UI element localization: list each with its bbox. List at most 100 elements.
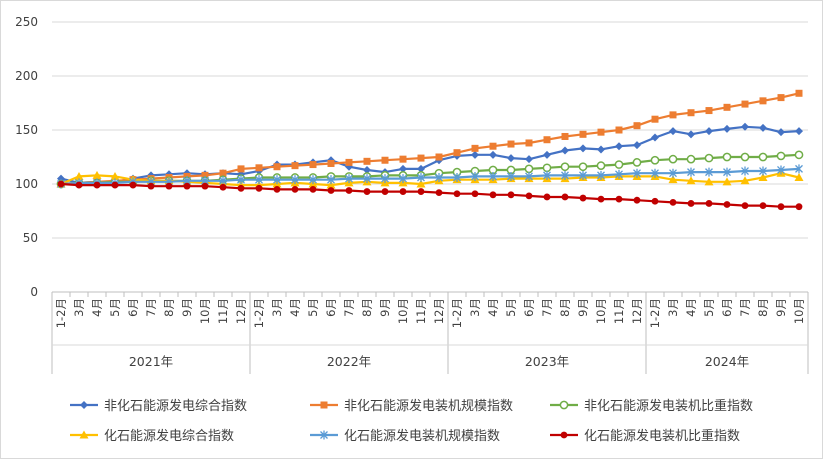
data-point [165, 182, 173, 190]
data-point [740, 176, 750, 185]
y-tick-label: 0 [30, 285, 38, 299]
data-point [633, 196, 641, 204]
data-point [291, 186, 299, 193]
x-tick-label: 3月 [666, 298, 680, 317]
data-point [777, 165, 785, 175]
x-tick-label: 7月 [738, 298, 752, 317]
x-tick-label: 9月 [180, 298, 194, 317]
data-point [651, 115, 659, 123]
x-tick-label: 1-2月 [54, 298, 68, 328]
data-point [596, 161, 606, 170]
legend-item: 化石能源发电综合指数 [70, 428, 234, 444]
data-point [417, 173, 425, 183]
data-point [507, 191, 515, 199]
data-point [489, 171, 497, 181]
data-point [615, 195, 623, 203]
data-point [705, 107, 713, 115]
legend-item: 化石能源发电装机规模指数 [310, 428, 500, 444]
y-tick-label: 100 [15, 177, 38, 191]
data-point [345, 158, 353, 166]
x-tick-label: 7月 [342, 298, 356, 317]
data-point [543, 170, 551, 180]
data-point [345, 174, 353, 184]
data-point [435, 153, 443, 161]
x-tick-label: 9月 [378, 298, 392, 317]
legend-marker [560, 431, 568, 439]
data-point [579, 194, 587, 202]
data-point [777, 203, 785, 211]
y-tick-label: 200 [15, 69, 38, 83]
data-point [201, 182, 209, 190]
data-point [722, 152, 732, 162]
data-point [578, 162, 588, 172]
x-tick-label: 1-2月 [252, 298, 266, 328]
data-point [110, 171, 120, 180]
data-point [759, 123, 767, 132]
x-tick-label: 11月 [414, 298, 428, 324]
year-label: 2022年 [327, 354, 371, 369]
legend-label: 非化石能源发电综合指数 [104, 398, 247, 414]
data-point [723, 167, 731, 177]
x-tick-label: 3月 [72, 298, 86, 317]
year-label: 2024年 [705, 354, 749, 369]
data-point [471, 190, 479, 198]
data-point [597, 195, 605, 203]
data-point [507, 171, 515, 181]
series-6 [57, 180, 803, 211]
data-point [309, 186, 317, 193]
data-point [309, 161, 317, 169]
data-point [57, 180, 65, 188]
data-point [93, 181, 101, 189]
data-point [705, 127, 713, 136]
y-tick-label: 250 [15, 15, 38, 29]
x-tick-label: 3月 [270, 298, 284, 317]
data-point [363, 165, 371, 174]
data-point [686, 154, 696, 164]
legend-marker [80, 401, 88, 409]
x-tick-label: 10月 [792, 298, 806, 324]
data-point [399, 164, 407, 173]
data-point [741, 122, 749, 131]
data-point [795, 203, 803, 211]
x-tick-label: 5月 [504, 298, 518, 317]
data-point [795, 164, 803, 174]
x-tick-label: 4月 [486, 298, 500, 317]
data-point [741, 100, 749, 108]
data-point [777, 128, 785, 137]
data-point [92, 170, 102, 179]
legend-item: 非化石能源发电装机比重指数 [550, 398, 753, 414]
data-point [381, 188, 389, 195]
data-point [758, 173, 768, 182]
data-point [687, 109, 695, 117]
legend-marker [559, 400, 569, 410]
legend-label: 化石能源发电装机规模指数 [344, 428, 500, 444]
x-tick-label: 6月 [720, 298, 734, 317]
data-point [471, 150, 479, 159]
data-point [561, 146, 569, 155]
data-point [543, 193, 551, 201]
data-point [183, 182, 191, 190]
legend-item: 非化石能源发电装机规模指数 [310, 398, 513, 414]
data-point [759, 97, 767, 105]
x-tick-label: 10月 [594, 298, 608, 324]
data-point [75, 181, 83, 189]
data-point [777, 94, 785, 102]
data-point [776, 151, 786, 161]
data-point [615, 126, 623, 134]
x-tick-label: 5月 [306, 298, 320, 317]
x-tick-label: 6月 [324, 298, 338, 317]
data-point [273, 175, 281, 185]
legend-marker [320, 401, 328, 409]
data-point [417, 188, 425, 195]
data-point [327, 175, 335, 185]
data-point [273, 186, 281, 193]
x-tick-label: 12月 [432, 298, 446, 324]
data-point [326, 180, 336, 189]
data-point [615, 169, 623, 179]
x-tick-label: 4月 [684, 298, 698, 317]
data-point [489, 150, 497, 159]
x-tick-label: 3月 [468, 298, 482, 317]
